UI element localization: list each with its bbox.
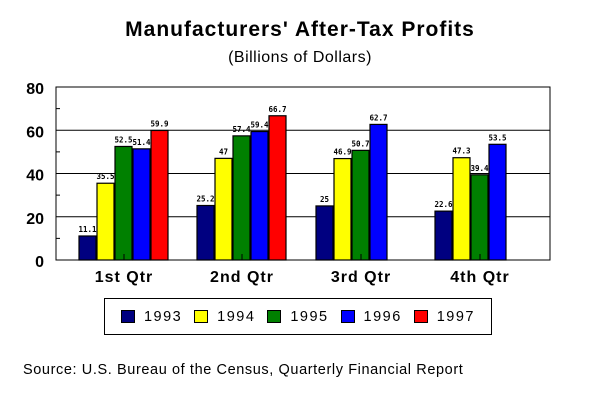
legend-item-1994: 1994 [194, 309, 255, 325]
bar-1994-4th-qtr [452, 157, 471, 261]
data-label: 47.3 [452, 147, 471, 156]
x-tick-label: 3rd Qtr [331, 269, 391, 286]
x-tick-label: 2nd Qtr [210, 269, 274, 286]
data-label: 35.5 [96, 172, 114, 181]
data-label: 11.1 [78, 225, 97, 234]
bar-1993-4th-qtr [434, 210, 453, 261]
bar-1996-1st-qtr [132, 148, 151, 261]
x-axis: 1st Qtr 2nd Qtr 3rd Qtr 4th Qtr [95, 254, 509, 286]
legend: 1993 1994 1995 1996 1997 [104, 298, 492, 335]
data-label: 25.2 [196, 195, 214, 204]
legend-item-1995: 1995 [267, 309, 328, 325]
data-label: 50.7 [351, 139, 369, 148]
bar-1993-2nd-qtr [196, 204, 215, 261]
bar-1995-2nd-qtr [232, 135, 251, 261]
data-label: 51.4 [132, 138, 151, 147]
bar-1995-4th-qtr [470, 174, 489, 261]
y-axis: 0 20 40 60 80 [26, 81, 60, 271]
data-label: 59.9 [150, 119, 169, 128]
legend-swatch [340, 310, 355, 323]
bar-1995-3rd-qtr [351, 149, 370, 261]
legend-swatch [120, 310, 135, 323]
data-label: 53.5 [488, 133, 506, 142]
legend-label: 1997 [436, 308, 475, 325]
bar-1994-1st-qtr [96, 182, 115, 261]
chart-subtitle: (Billions of Dollars) [228, 49, 372, 66]
data-labels: 11.1 35.5 52.5 51.4 59.9 25.2 47 57.4 59.4 66.7 25… [78, 105, 506, 234]
legend-label: 1994 [217, 308, 256, 325]
legend-swatch [267, 310, 282, 323]
y-tick-label: 0 [35, 254, 44, 271]
plot-frame [55, 86, 551, 261]
legend-item-1993: 1993 [120, 308, 183, 325]
legend-label: 1995 [290, 308, 329, 325]
legend-swatch [413, 310, 428, 323]
data-label: 39.4 [470, 164, 489, 173]
bar-1995-1st-qtr [114, 145, 133, 261]
bar-1993-1st-qtr [78, 235, 97, 261]
legend-label: 1996 [363, 308, 402, 325]
bars [78, 115, 507, 261]
bar-1993-3rd-qtr [315, 205, 334, 261]
legend-label: 1993 [143, 308, 183, 325]
x-tick-label: 4th Qtr [450, 269, 509, 286]
legend-item-1996: 1996 [340, 308, 402, 325]
bar-1997-2nd-qtr [268, 115, 287, 261]
chart-title: Manufacturers' After-Tax Profits [125, 18, 475, 41]
data-label: 22.6 [434, 200, 453, 209]
bar-1996-4th-qtr [488, 143, 507, 261]
y-tick-label: 40 [26, 168, 44, 185]
source-note: Source: U.S. Bureau of the Census, Quart… [23, 362, 464, 378]
data-label: 52.5 [114, 135, 132, 144]
y-tick-label: 60 [26, 124, 44, 141]
bar-1994-2nd-qtr [214, 157, 233, 261]
data-label: 46.9 [333, 148, 352, 157]
data-label: 66.7 [268, 105, 286, 114]
legend-swatch [194, 310, 209, 323]
bar-chart: 0 20 40 60 80 11.1 35.5 52.5 51.4 59.9 25.2 47 57.4… [26, 81, 551, 286]
bar-1997-1st-qtr [150, 129, 169, 261]
bar-1994-3rd-qtr [333, 157, 352, 261]
data-label: 57.4 [232, 125, 251, 134]
x-tick-label: 1st Qtr [95, 269, 154, 286]
data-label: 47 [219, 147, 228, 156]
legend-item-1997: 1997 [413, 308, 475, 325]
bar-1996-3rd-qtr [369, 123, 388, 261]
data-label: 25 [320, 195, 329, 204]
bar-1996-2nd-qtr [250, 130, 269, 261]
y-tick-label: 20 [26, 211, 44, 228]
data-label: 62.7 [369, 113, 387, 122]
data-label: 59.4 [250, 121, 269, 130]
y-tick-label: 80 [26, 81, 44, 98]
